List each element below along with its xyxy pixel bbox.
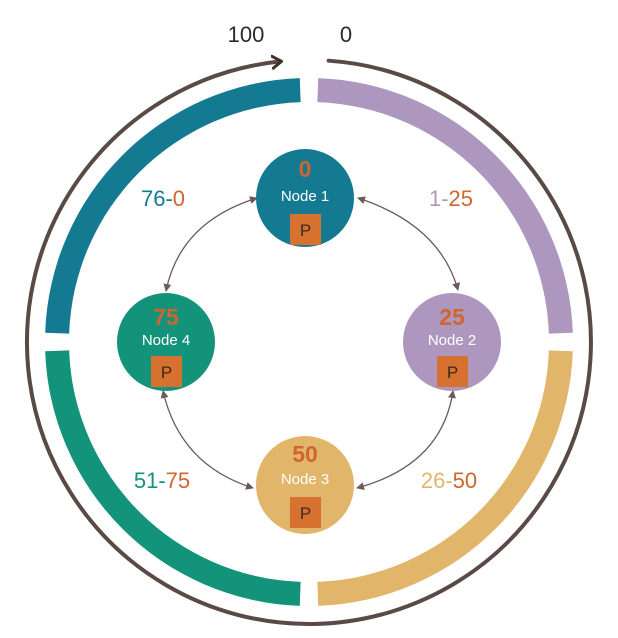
node-1-partition-box	[290, 214, 321, 245]
range-label-node-3: 26-50	[421, 468, 477, 493]
connector-node3-node4	[160, 390, 254, 490]
range-label-node-2: 1-25	[429, 186, 473, 211]
outer-ring	[24, 61, 593, 626]
node-2-name: Node 2	[428, 332, 476, 349]
node-2-partition-box	[437, 356, 468, 387]
node-4-circle	[117, 293, 215, 391]
node-4-partition-label: P	[161, 363, 172, 382]
node-4-token: 75	[153, 304, 179, 330]
node-1-circle	[256, 149, 354, 247]
range-arc-node-4	[45, 350, 301, 606]
connector-node4-node1	[163, 196, 258, 292]
range-arc-node-1	[45, 78, 301, 334]
node-3: 50 Node 3 P	[256, 436, 354, 534]
range-label-node-1: 76-0	[141, 186, 185, 211]
range-arc-node-2	[317, 78, 573, 334]
node-1: 0 Node 1 P	[256, 149, 354, 247]
node-2-partition-label: P	[447, 363, 458, 382]
node-1-partition-label: P	[300, 221, 311, 240]
node-2: 25 Node 2 P	[403, 293, 501, 391]
node-3-partition-box	[290, 497, 321, 528]
node-1-token: 0	[299, 156, 312, 182]
scale-max-label: 100	[228, 22, 265, 47]
node-4-partition-box	[151, 356, 182, 387]
scale-min-label: 0	[340, 22, 352, 47]
node-1-name: Node 1	[281, 188, 329, 205]
node-3-partition-label: P	[300, 504, 311, 523]
node-4: 75 Node 4 P	[117, 293, 215, 391]
node-4-name: Node 4	[142, 332, 190, 349]
node-3-token: 50	[292, 441, 318, 467]
node-3-name: Node 3	[281, 471, 329, 488]
connector-node1-node2	[357, 196, 460, 291]
node-2-circle	[403, 293, 501, 391]
node-2-token: 25	[439, 304, 465, 330]
range-arc-node-3	[317, 350, 573, 606]
node-3-circle	[256, 436, 354, 534]
connector-node2-node3	[356, 390, 456, 491]
range-label-node-4: 51-75	[134, 468, 190, 493]
